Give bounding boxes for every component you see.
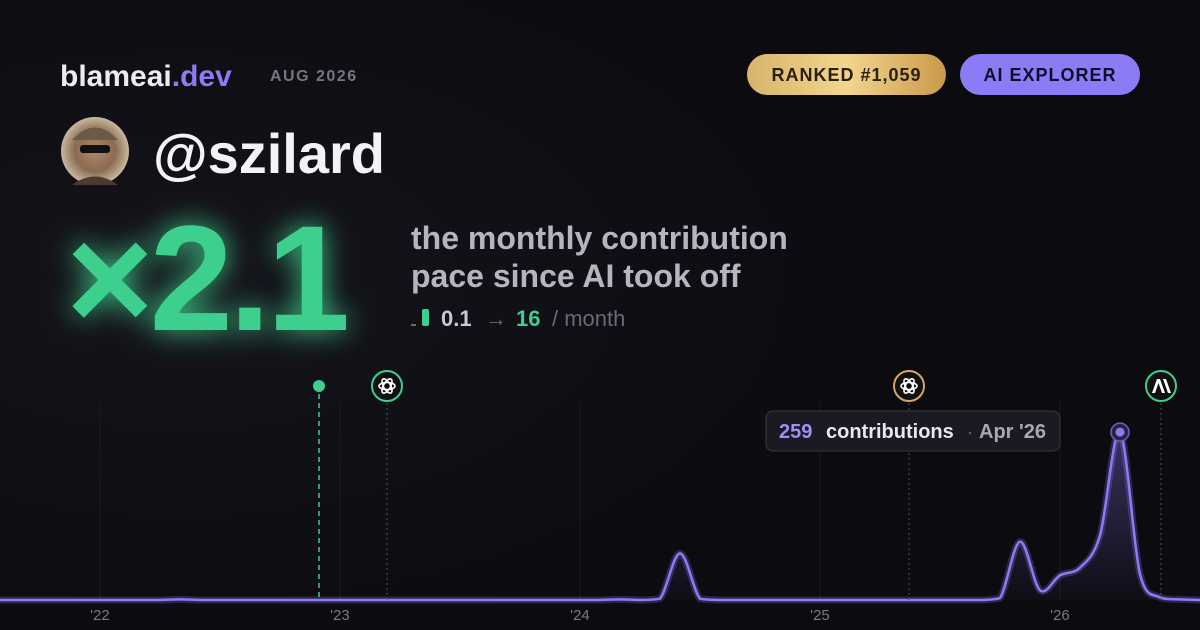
brand: blameai.dev	[60, 60, 232, 93]
anthropic-icon	[1145, 370, 1177, 402]
events	[313, 370, 1177, 600]
brand-name: blameai	[60, 60, 172, 93]
pace-bar-before	[411, 324, 416, 326]
chart: '22 '23 '24 '25 '26	[0, 402, 1200, 624]
area	[0, 431, 1200, 600]
rank-badge: RANKED #1,059	[771, 65, 921, 85]
multiplier: ×2.1	[66, 194, 347, 362]
tooltip: 259 contributions · Apr '26	[765, 410, 1061, 452]
x-tick-label: '24	[570, 607, 590, 624]
openai-icon	[893, 370, 925, 402]
line	[0, 430, 1200, 602]
x-tick-label: '22	[90, 607, 110, 624]
tooltip-bg	[765, 410, 1061, 452]
brand-tld: .dev	[172, 60, 232, 93]
pace-unit: / month	[552, 306, 625, 331]
x-tick-label: '26	[1050, 607, 1070, 624]
rank-badge-bg	[747, 54, 946, 95]
x-tick-label: '25	[810, 607, 830, 624]
pace-bar-after	[422, 309, 429, 326]
tooltip-unit: contributions	[826, 421, 954, 443]
tooltip-value: 259	[779, 421, 812, 443]
x-tick-label: '23	[330, 607, 350, 624]
peak-point	[1115, 427, 1125, 437]
pace-to: 16	[516, 306, 540, 331]
avatar	[61, 117, 129, 185]
pace-arrow: →	[485, 306, 507, 331]
pace-from: 0.1	[441, 306, 472, 331]
tooltip-separator: ·	[967, 422, 973, 442]
tier-badge: AI EXPLORER	[983, 65, 1116, 85]
tier-badge-bg	[960, 54, 1140, 95]
openai-icon	[371, 370, 403, 402]
tooltip-period: Apr '26	[979, 421, 1046, 443]
event-dot	[313, 380, 325, 392]
description-line: the monthly contribution	[411, 220, 788, 256]
handle: @szilard	[153, 122, 385, 185]
date: AUG 2026	[270, 68, 358, 85]
description-line: pace since AI took off	[411, 258, 741, 294]
